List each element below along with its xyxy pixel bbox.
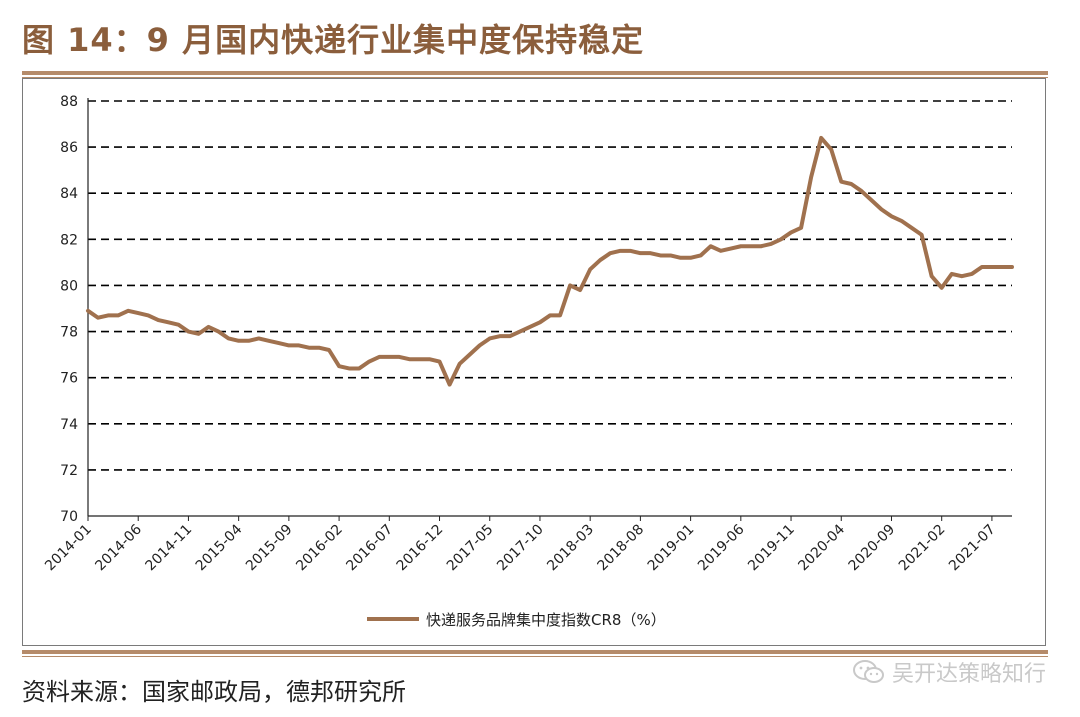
series-line bbox=[86, 135, 1014, 387]
x-tick-label: 2019-01 bbox=[645, 522, 698, 575]
x-tick-label: 2018-03 bbox=[544, 522, 597, 575]
x-tick-label: 2016-07 bbox=[343, 522, 396, 575]
x-tick-label: 2020-04 bbox=[795, 521, 848, 574]
source-note: 资料来源：国家邮政局，德邦研究所 bbox=[22, 678, 406, 706]
footer-rule bbox=[22, 650, 1048, 654]
x-tick-label: 2015-09 bbox=[243, 522, 296, 575]
x-tick-label: 2017-05 bbox=[444, 522, 497, 575]
y-tick-label: 86 bbox=[60, 140, 78, 156]
x-tick-label: 2016-12 bbox=[394, 522, 447, 575]
footer-rule-thin bbox=[22, 656, 1048, 657]
y-tick-label: 72 bbox=[60, 463, 78, 479]
watermark: 吴开达策略知行 bbox=[852, 656, 1046, 688]
x-tick-label: 2021-07 bbox=[946, 522, 999, 575]
y-tick-label: 84 bbox=[60, 186, 78, 202]
x-tick-label: 2020-09 bbox=[846, 522, 899, 575]
y-tick-label: 88 bbox=[60, 94, 78, 110]
chart-frame bbox=[22, 78, 1046, 646]
legend: 快递服务品牌集中度指数CR8（%） bbox=[367, 611, 666, 629]
x-tick-label: 2017-10 bbox=[494, 522, 547, 575]
legend-label: 快递服务品牌集中度指数CR8（%） bbox=[426, 611, 666, 629]
title-rule bbox=[22, 71, 1048, 75]
title-rule-thin bbox=[22, 77, 1048, 78]
gridlines bbox=[88, 100, 1012, 471]
x-tick-label: 2015-04 bbox=[193, 521, 246, 574]
x-tick-label: 2021-02 bbox=[896, 522, 949, 575]
y-tick-label: 82 bbox=[60, 232, 78, 248]
watermark-text: 吴开达策略知行 bbox=[891, 662, 1046, 687]
x-tick-label: 2014-06 bbox=[92, 521, 145, 574]
line-chart: 70 72 74 76 78 80 82 84 86 88 2014-012014-062014-1… bbox=[42, 94, 1014, 629]
x-tick-label: 2014-01 bbox=[42, 522, 95, 575]
series-layer bbox=[86, 135, 1014, 387]
x-tick-label: 2014-11 bbox=[143, 522, 196, 575]
x-tick-label: 2019-06 bbox=[695, 521, 748, 574]
wechat-icon bbox=[852, 660, 884, 683]
y-tick-label: 80 bbox=[60, 278, 78, 294]
x-tick-label: 2018-08 bbox=[595, 522, 648, 575]
x-tick-label: 2016-02 bbox=[293, 522, 346, 575]
y-tick-label: 76 bbox=[60, 371, 78, 387]
y-tick-label: 70 bbox=[60, 509, 78, 525]
figure-title: 图 14：9 月国内快递行业集中度保持稳定 bbox=[22, 21, 645, 59]
axes: 70 72 74 76 78 80 82 84 86 88 2014-012014-062014-1… bbox=[42, 94, 1012, 574]
y-tick-label: 74 bbox=[60, 417, 78, 433]
x-tick-label: 2019-11 bbox=[745, 522, 798, 575]
y-tick-label: 78 bbox=[60, 325, 78, 341]
